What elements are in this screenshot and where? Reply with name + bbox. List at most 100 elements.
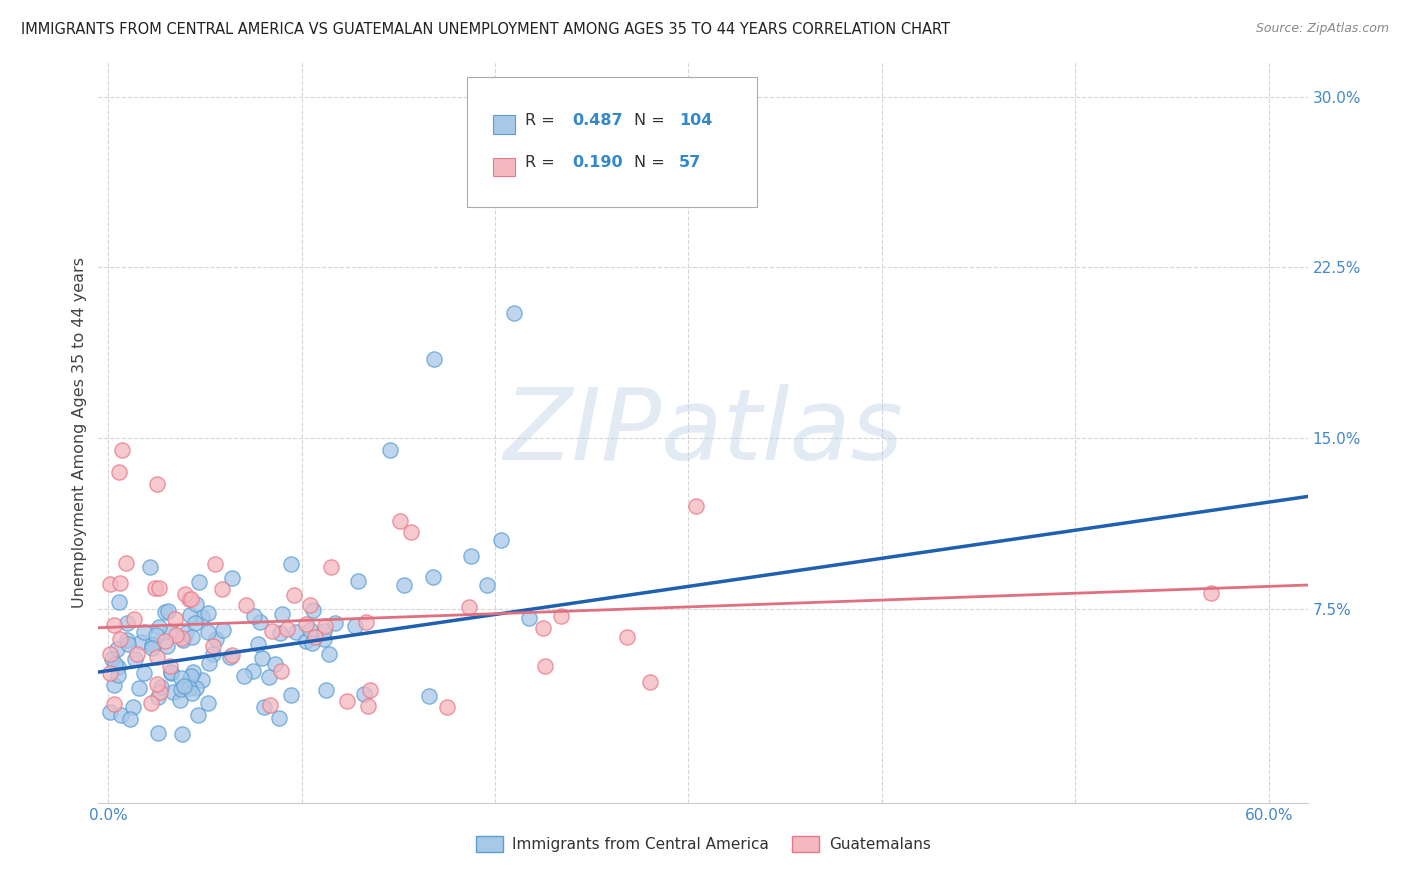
Point	[177, 681, 200, 696]
Point	[359, 683, 381, 698]
Point	[180, 686, 202, 700]
Point	[343, 619, 366, 633]
Point	[107, 668, 129, 682]
Point	[162, 685, 184, 699]
Point	[191, 673, 214, 688]
Point	[202, 640, 225, 654]
Point	[146, 725, 169, 739]
Point	[103, 697, 125, 711]
Point	[392, 578, 415, 592]
Point	[533, 659, 555, 673]
Point	[323, 615, 346, 630]
Point	[312, 632, 335, 647]
Point	[165, 612, 187, 626]
Point	[141, 638, 163, 652]
Point	[475, 578, 498, 592]
Point	[260, 624, 283, 639]
Point	[156, 639, 179, 653]
Point	[259, 670, 281, 684]
Point	[616, 630, 638, 644]
Point	[285, 625, 308, 640]
Point	[253, 700, 276, 714]
Point	[295, 634, 318, 648]
Point	[174, 625, 197, 640]
Point	[100, 652, 122, 666]
Point	[145, 628, 167, 642]
Text: ZIPatlas: ZIPatlas	[503, 384, 903, 481]
Point	[685, 499, 707, 513]
Point	[107, 660, 129, 674]
Point	[110, 708, 132, 723]
Point	[319, 559, 342, 574]
Point	[129, 634, 152, 648]
Point	[118, 712, 141, 726]
Point	[128, 681, 150, 696]
Point	[179, 671, 201, 685]
Point	[125, 647, 148, 661]
Point	[103, 618, 125, 632]
Point	[197, 624, 219, 639]
Point	[249, 615, 271, 629]
Point	[98, 648, 121, 662]
Point	[336, 694, 359, 708]
Point	[98, 577, 121, 591]
Point	[270, 664, 292, 678]
Point	[111, 442, 134, 457]
Point	[183, 665, 205, 679]
Point	[148, 581, 170, 595]
Point	[314, 619, 336, 633]
FancyBboxPatch shape	[492, 158, 516, 177]
Point	[418, 689, 440, 703]
Point	[183, 615, 205, 630]
Point	[640, 675, 662, 690]
Point	[188, 574, 211, 589]
Y-axis label: Unemployment Among Ages 35 to 44 years: Unemployment Among Ages 35 to 44 years	[72, 257, 87, 608]
Point	[184, 597, 207, 611]
Text: 57: 57	[679, 155, 702, 169]
Point	[436, 700, 458, 714]
Point	[242, 664, 264, 678]
Point	[103, 678, 125, 692]
Point	[122, 611, 145, 625]
Point	[159, 665, 181, 679]
Text: 0.190: 0.190	[572, 155, 623, 169]
Point	[181, 631, 204, 645]
Point	[250, 651, 273, 665]
Point	[399, 524, 422, 539]
Point	[172, 632, 194, 646]
Point	[184, 681, 207, 696]
Point	[179, 592, 201, 607]
Point	[295, 617, 318, 632]
Point	[235, 598, 257, 612]
Point	[172, 727, 194, 741]
Point	[115, 556, 138, 570]
Point	[143, 581, 166, 595]
FancyBboxPatch shape	[492, 115, 516, 135]
Point	[146, 476, 169, 491]
Point	[110, 575, 132, 590]
Point	[180, 592, 202, 607]
Point	[105, 642, 128, 657]
Text: 0.487: 0.487	[572, 112, 623, 128]
Point	[153, 633, 176, 648]
Point	[150, 680, 173, 694]
Point	[354, 615, 377, 630]
Point	[197, 606, 219, 620]
Point	[170, 682, 193, 697]
Text: N =: N =	[634, 112, 669, 128]
Point	[460, 549, 482, 564]
Point	[201, 648, 224, 662]
Point	[280, 688, 302, 702]
Point	[141, 640, 163, 655]
Point	[318, 648, 340, 662]
Point	[298, 598, 321, 612]
Point	[221, 571, 243, 585]
Point	[204, 557, 226, 571]
Point	[108, 595, 131, 609]
Text: Source: ZipAtlas.com: Source: ZipAtlas.com	[1256, 22, 1389, 36]
Point	[551, 146, 574, 161]
Point	[422, 351, 444, 366]
Point	[519, 611, 541, 625]
Point	[187, 707, 209, 722]
Point	[191, 610, 214, 624]
